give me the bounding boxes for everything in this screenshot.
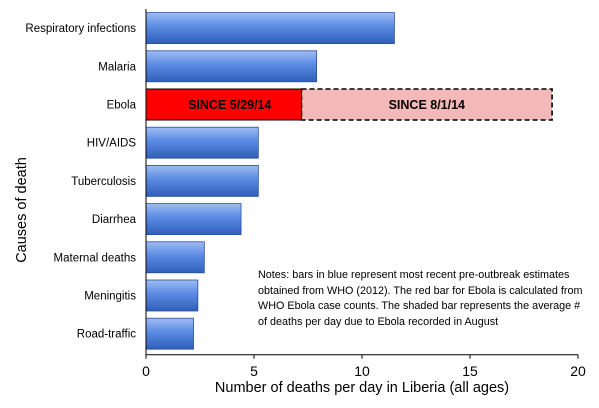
x-tick-label-15: 15 — [462, 363, 478, 379]
bar-diarrhea — [146, 204, 241, 235]
x-tick-label-10: 10 — [354, 363, 370, 379]
category-label-meningitis: Meningitis — [84, 291, 136, 303]
category-label-malaria: Malaria — [98, 61, 136, 73]
x-tick-label-5: 5 — [250, 363, 258, 379]
bar-hiv-aids — [146, 127, 258, 158]
bar-road-traffic — [146, 318, 194, 349]
category-label-tuberculosis: Tuberculosis — [71, 176, 136, 188]
notes-annotation: Notes: bars in blue represent most recen… — [258, 268, 586, 330]
category-label-ebola: Ebola — [107, 100, 137, 112]
ebola-shaded-label: SINCE 8/1/14 — [389, 98, 465, 112]
x-tick-label-0: 0 — [142, 363, 150, 379]
ebola-red-label: SINCE 5/29/14 — [188, 98, 271, 112]
bar-tuberculosis — [146, 165, 258, 196]
category-label-road-traffic: Road-traffic — [77, 329, 136, 341]
x-axis-title: Number of deaths per day in Liberia (all… — [215, 380, 509, 396]
bar-respiratory-infections — [146, 13, 394, 44]
category-label-diarrhea: Diarrhea — [92, 214, 137, 226]
category-label-respiratory-infections: Respiratory infections — [25, 23, 136, 35]
bar-meningitis — [146, 280, 198, 311]
category-label-hiv-aids: HIV/AIDS — [87, 138, 137, 150]
bar-malaria — [146, 51, 317, 82]
y-axis-title: Causes of death — [14, 157, 30, 263]
x-tick-label-20: 20 — [570, 363, 586, 379]
bar-maternal-deaths — [146, 242, 204, 273]
category-label-maternal-deaths: Maternal deaths — [54, 252, 137, 264]
